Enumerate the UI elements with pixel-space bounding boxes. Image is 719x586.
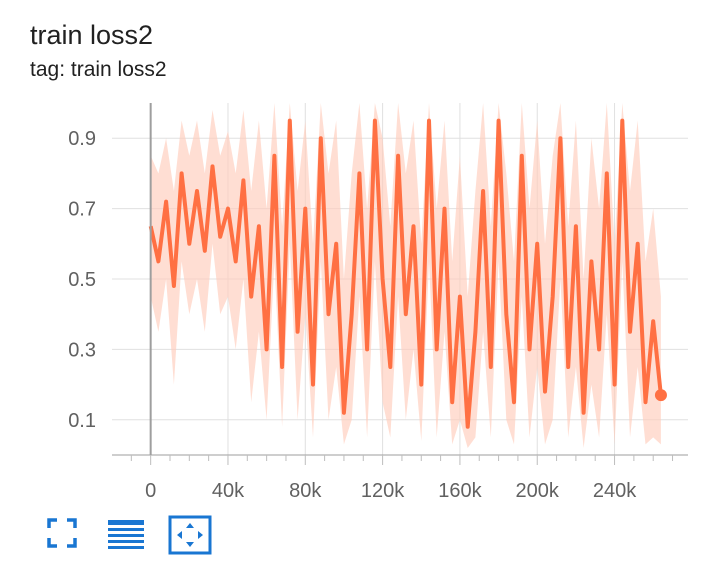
y-tick-label: 0.1 [68,410,96,432]
fit-domain-button[interactable] [168,515,212,555]
smoothed-series [148,118,667,429]
x-tick-label: 0 [145,480,156,502]
y-axis-ticks: 0.1 0.3 0.5 0.7 0.9 [68,128,96,432]
y-tick-label: 0.9 [68,128,96,150]
x-tick-label: 200k [516,480,560,502]
fit-domain-icon [168,515,212,555]
y-tick-label: 0.5 [68,269,96,291]
axes [112,103,688,456]
lines-icon [108,520,144,549]
y-tick-label: 0.3 [68,339,96,361]
chart-title: train loss2 [30,20,154,50]
x-tick-label: 120k [361,480,405,502]
toggle-log-scale-button[interactable] [106,515,146,555]
series-line [148,118,663,429]
x-axis-ticks: 0 40k 80k 120k 160k 200k 240k [130,455,674,502]
fullscreen-icon [47,518,77,548]
line-chart: 0 40k 80k 120k 160k 200k 240k 0.1 0.3 0.5 0.7 0.9 [68,103,688,502]
last-point-marker [654,389,667,402]
chart-subtitle: tag: train loss2 [30,58,167,81]
fullscreen-button[interactable] [44,515,84,555]
x-tick-label: 40k [212,480,245,502]
x-tick-label: 240k [593,480,637,502]
y-tick-label: 0.7 [68,199,96,221]
x-tick-label: 80k [289,480,322,502]
x-tick-label: 160k [438,480,482,502]
